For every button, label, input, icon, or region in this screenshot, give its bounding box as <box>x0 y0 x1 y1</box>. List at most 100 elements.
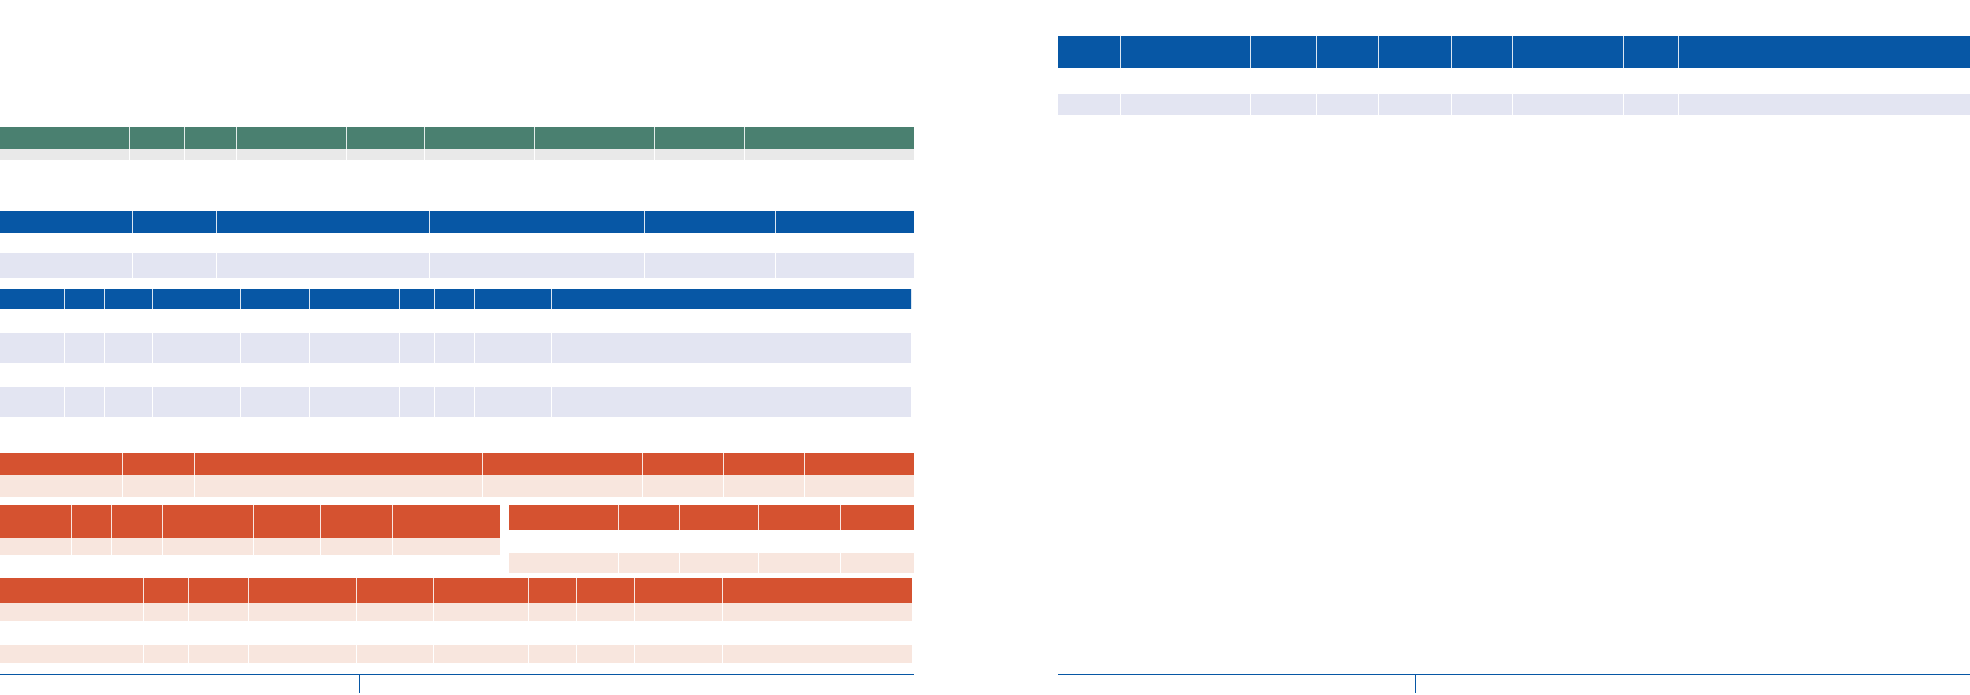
table-header-cell <box>759 505 841 530</box>
table-cell <box>0 603 144 621</box>
table-header-cell <box>1379 36 1452 68</box>
table-row <box>0 475 914 497</box>
table-cell <box>310 333 400 363</box>
table-header-cell <box>123 453 195 475</box>
table-cell <box>475 333 552 363</box>
table-cell <box>509 553 619 573</box>
table-cell <box>310 387 400 417</box>
table-cell <box>529 603 577 621</box>
table-row <box>0 645 912 663</box>
table-header-cell <box>217 211 430 233</box>
table-header-row <box>509 505 914 530</box>
table-header-cell <box>357 578 434 603</box>
orange-table-3 <box>509 505 914 573</box>
table-header-row <box>0 505 500 538</box>
table-cell <box>130 149 185 160</box>
table-cell <box>483 475 643 497</box>
table-cell <box>357 603 434 621</box>
table-header-row <box>1058 36 1970 68</box>
table-cell <box>655 149 745 160</box>
table-header-row <box>0 453 914 475</box>
table-cell <box>1317 94 1379 115</box>
table-header-cell <box>723 578 912 603</box>
table-header-cell <box>195 453 483 475</box>
row-spacer <box>0 621 912 645</box>
table-cell <box>475 387 552 417</box>
table-header-cell <box>0 578 144 603</box>
left-page <box>0 0 915 695</box>
table-row <box>0 149 914 160</box>
orange-table-1 <box>0 453 914 497</box>
table-cell <box>105 333 153 363</box>
table-cell <box>144 603 189 621</box>
table-cell <box>577 603 635 621</box>
table-cell <box>144 645 189 663</box>
table-header-cell <box>645 211 776 233</box>
table-cell <box>635 603 723 621</box>
table-header-cell <box>680 505 759 530</box>
table-header-cell <box>435 289 475 309</box>
table-header-cell <box>643 453 724 475</box>
row-spacer <box>509 530 914 553</box>
table-cell <box>1679 94 1970 115</box>
table-cell <box>153 333 241 363</box>
table-row <box>0 333 912 363</box>
table-header-row <box>0 211 914 233</box>
table-header-cell <box>577 578 635 603</box>
table-header-cell <box>249 578 357 603</box>
table-cell <box>241 333 310 363</box>
table-header-cell <box>483 453 643 475</box>
table-cell <box>400 387 435 417</box>
table-cell <box>0 538 72 555</box>
table-cell <box>645 253 776 278</box>
table-header-cell <box>189 578 249 603</box>
table-cell <box>133 253 218 278</box>
table-header-cell <box>1624 36 1679 68</box>
table-cell <box>1379 94 1452 115</box>
table-header-cell <box>529 578 577 603</box>
table-header-row <box>0 578 912 603</box>
table-header-cell <box>1452 36 1513 68</box>
table-header-cell <box>130 127 185 149</box>
orange-table-4 <box>0 578 912 663</box>
table-cell <box>425 149 535 160</box>
table-cell <box>105 387 153 417</box>
table-header-cell <box>776 211 914 233</box>
table-cell <box>321 538 393 555</box>
table-cell <box>434 603 529 621</box>
table-header-cell <box>393 505 500 538</box>
table-header-cell <box>635 578 723 603</box>
row-spacer <box>0 233 914 253</box>
table-cell <box>249 645 357 663</box>
table-cell <box>217 253 430 278</box>
table-header-cell <box>0 289 65 309</box>
table-header-cell <box>105 289 153 309</box>
table-header-cell <box>185 127 237 149</box>
table-row <box>0 538 500 555</box>
table-cell <box>434 645 529 663</box>
table-header-cell <box>1251 36 1317 68</box>
table-cell <box>0 253 134 278</box>
row-spacer <box>1058 68 1970 94</box>
table-cell <box>357 645 434 663</box>
footer-tick-right <box>1415 674 1416 693</box>
table-header-cell <box>535 127 655 149</box>
table-header-cell <box>0 211 134 233</box>
table-cell <box>237 149 347 160</box>
table-header-cell <box>655 127 745 149</box>
table-cell <box>776 253 914 278</box>
table-cell <box>745 149 914 160</box>
table-header-cell <box>163 505 254 538</box>
table-header-cell <box>0 127 130 149</box>
table-header-cell <box>0 453 123 475</box>
table-cell <box>65 387 105 417</box>
table-header-cell <box>153 289 241 309</box>
table-header-cell <box>552 289 912 309</box>
table-header-cell <box>805 453 914 475</box>
table-cell <box>1121 94 1251 115</box>
table-cell <box>643 475 724 497</box>
table-cell <box>393 538 500 555</box>
footer-rule-left <box>0 674 914 675</box>
table-cell <box>552 333 912 363</box>
table-cell <box>72 538 112 555</box>
